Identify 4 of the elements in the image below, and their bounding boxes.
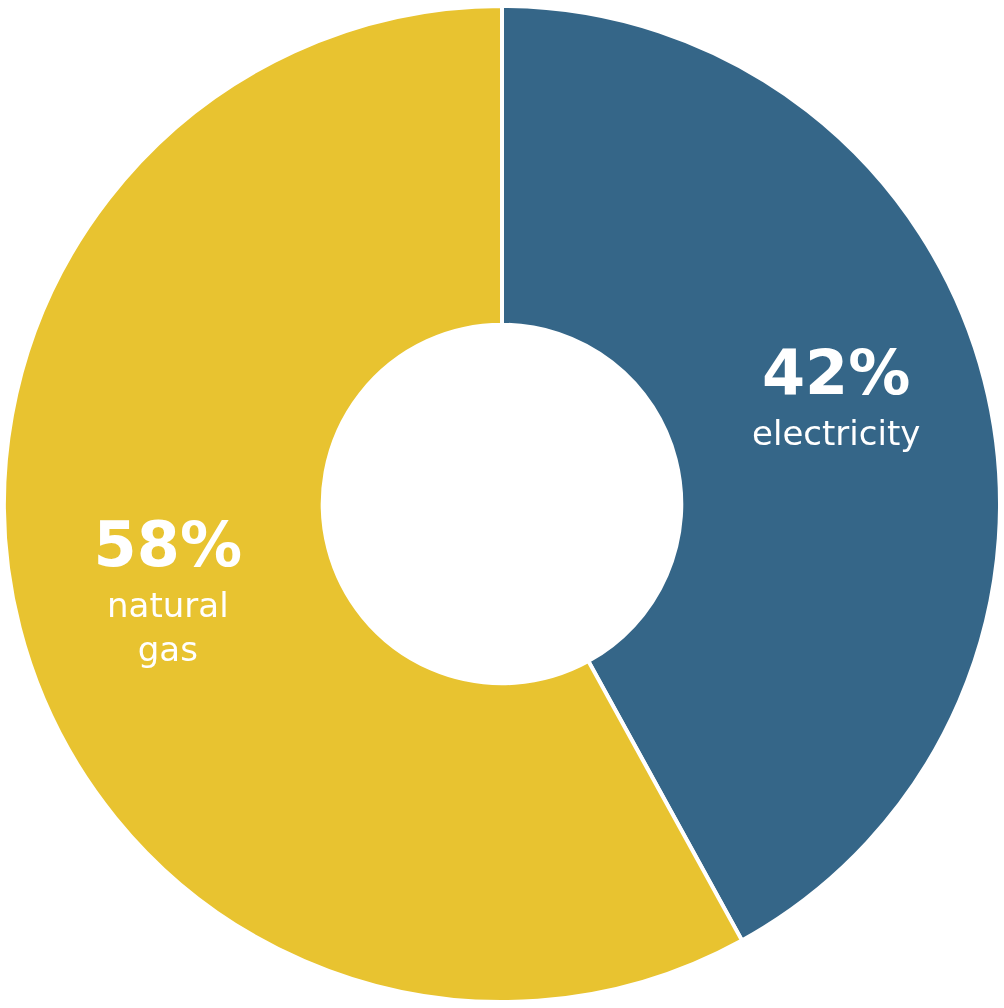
slice-label: natural gas (107, 584, 229, 669)
data-label: 42% (761, 336, 911, 410)
data-label: 58% (93, 507, 243, 581)
slice-label: electricity (752, 413, 921, 454)
